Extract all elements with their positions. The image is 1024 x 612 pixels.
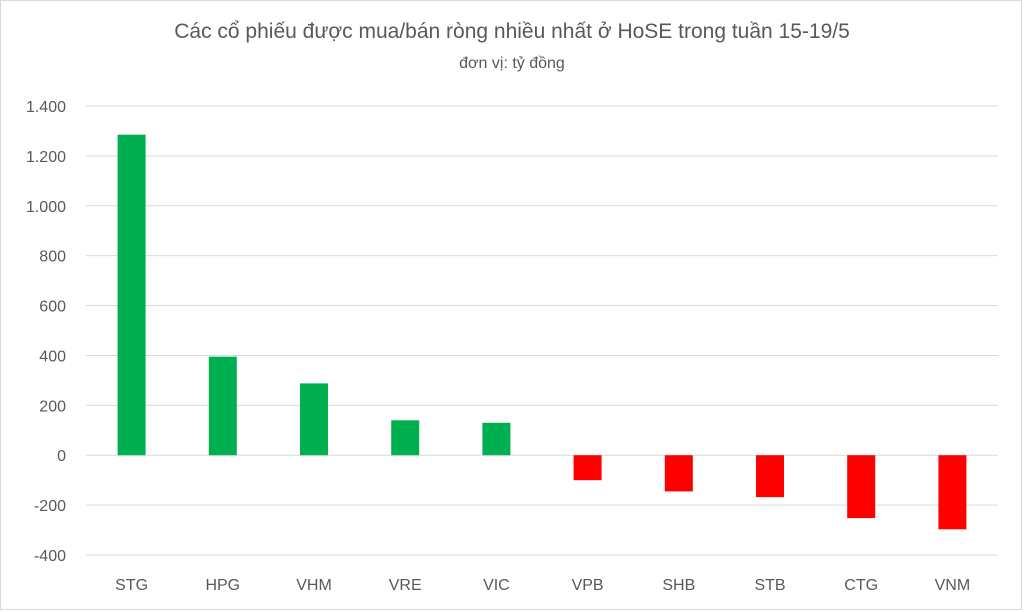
y-tick-label: 1.200 [26,149,66,166]
y-tick-label: 200 [39,398,66,415]
x-tick-label: SHB [662,577,695,594]
y-tick-label: 400 [39,348,66,365]
y-tick-label: 800 [39,249,66,266]
bar-ctg [847,455,876,519]
x-tick-label: VNM [935,577,971,594]
x-tick-label: STG [115,577,148,594]
x-tick-label: VPB [572,577,604,594]
bar-vic [482,422,511,456]
bar-stg [117,134,146,456]
bar-shb [664,455,693,492]
x-tick-label: HPG [205,577,240,594]
x-tick-label: VRE [389,577,422,594]
y-tick-label: 1.400 [26,99,66,116]
chart-title: Các cổ phiếu được mua/bán ròng nhiều nhấ… [174,20,850,43]
y-tick-label: 0 [57,448,66,465]
x-tick-label: STB [754,577,785,594]
bar-hpg [208,356,237,456]
bar-vhm [300,383,328,456]
x-tick-label: VHM [296,577,332,594]
y-tick-label: 600 [39,299,66,316]
y-tick-label: -200 [34,498,66,515]
bar-vre [391,420,420,456]
y-tick-label: -400 [34,548,66,565]
chart-subtitle: đơn vị: tỷ đồng [459,55,565,72]
bar-vpb [573,455,602,481]
y-tick-label: 1.000 [26,199,66,216]
x-tick-label: CTG [844,577,878,594]
x-tick-label: VIC [483,577,510,594]
bar-stb [756,455,784,498]
bar-vnm [938,455,967,530]
